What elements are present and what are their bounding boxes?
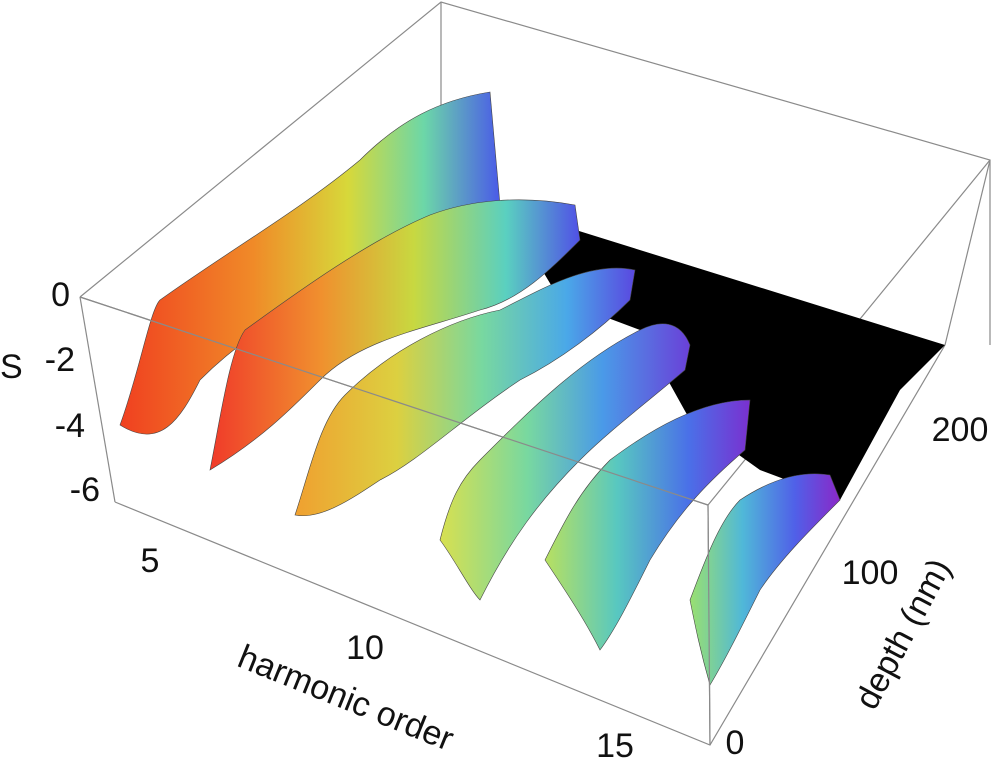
z-tick-1: -2	[45, 341, 75, 379]
front-edges	[79, 296, 711, 746]
y-tick-1: 100	[842, 554, 899, 592]
ridge-h15	[689, 473, 841, 686]
z-axis: 0 -2 -4 -6 S	[0, 276, 100, 509]
x-tick-1: 10	[346, 629, 384, 667]
ridge-h9	[294, 267, 636, 517]
z-tick-0: 0	[51, 276, 70, 314]
z-axis-title: S	[0, 348, 23, 386]
y-tick-2: 200	[932, 411, 989, 449]
ridge-h5	[119, 91, 501, 435]
z-tick-2: -4	[55, 407, 85, 445]
ridge-h13	[544, 399, 751, 651]
x-tick-2: 15	[596, 727, 634, 765]
x-tick-0: 5	[141, 542, 160, 580]
z-axis-title-main: S	[0, 348, 23, 386]
ridge-h11	[439, 323, 691, 601]
z-tick-3: -6	[70, 471, 100, 509]
y-tick-0: 0	[726, 724, 745, 762]
